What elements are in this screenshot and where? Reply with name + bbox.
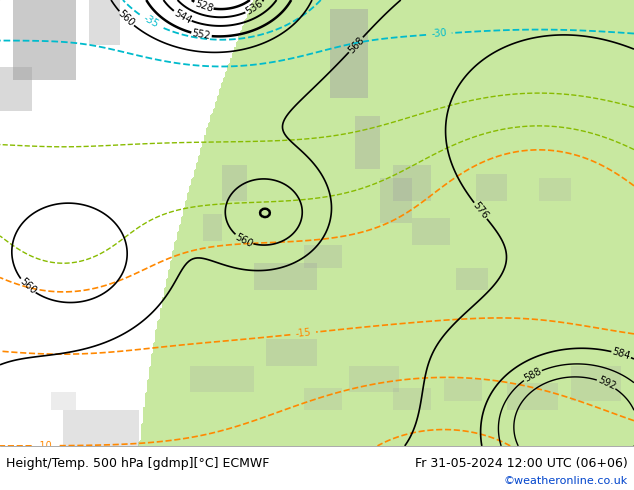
Text: 552: 552 — [191, 28, 212, 42]
Bar — [393, 388, 431, 410]
Bar — [304, 388, 342, 410]
Bar — [412, 219, 450, 245]
Text: -10: -10 — [37, 441, 53, 451]
Bar — [222, 165, 247, 201]
Bar — [393, 165, 431, 201]
Bar — [203, 214, 222, 241]
Bar — [0, 67, 32, 112]
Text: 576: 576 — [471, 200, 490, 221]
Text: 568: 568 — [346, 35, 366, 55]
Text: 560: 560 — [17, 276, 38, 296]
Text: 536: 536 — [244, 0, 265, 17]
Text: Fr 31-05-2024 12:00 UTC (06+06): Fr 31-05-2024 12:00 UTC (06+06) — [415, 457, 628, 470]
Bar — [539, 178, 571, 201]
Bar — [63, 410, 139, 446]
Bar — [571, 366, 621, 401]
Bar — [89, 0, 120, 45]
Bar — [380, 178, 412, 223]
Text: -30: -30 — [430, 28, 447, 40]
Bar — [266, 339, 317, 366]
Text: 560: 560 — [233, 231, 254, 249]
Text: -15: -15 — [295, 328, 312, 339]
Bar — [355, 116, 380, 170]
Text: 588: 588 — [522, 366, 543, 384]
Text: 592: 592 — [596, 375, 617, 392]
Bar — [51, 392, 76, 410]
Text: 544: 544 — [172, 8, 193, 25]
Text: 560: 560 — [116, 9, 136, 29]
Text: 584: 584 — [611, 347, 631, 362]
Bar — [507, 384, 558, 410]
Bar — [456, 268, 488, 290]
Text: Height/Temp. 500 hPa [gdmp][°C] ECMWF: Height/Temp. 500 hPa [gdmp][°C] ECMWF — [6, 457, 269, 470]
Bar — [476, 174, 507, 201]
Bar — [330, 9, 368, 98]
Bar — [304, 245, 342, 268]
Text: ©weatheronline.co.uk: ©weatheronline.co.uk — [503, 476, 628, 487]
Text: 528: 528 — [193, 0, 214, 14]
Bar — [190, 366, 254, 392]
Bar — [13, 0, 76, 80]
Bar — [254, 263, 317, 290]
Text: -35: -35 — [141, 13, 160, 30]
Bar — [349, 366, 399, 392]
Bar — [444, 379, 482, 401]
